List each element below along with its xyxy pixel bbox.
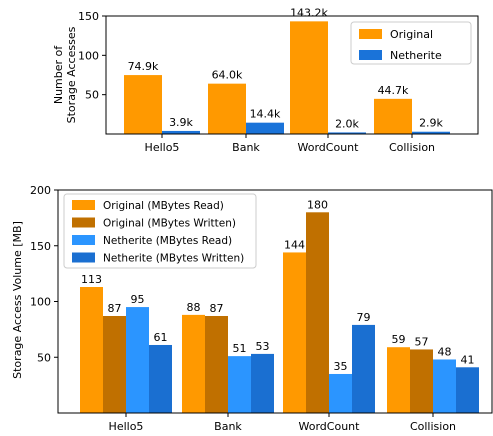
chart2-bar-0-1 <box>182 314 205 413</box>
chart2-ytick-label-0: 50 <box>37 351 51 364</box>
chart1-data-label-1-0: 3.9k <box>169 116 193 129</box>
chart2-bar-3-0 <box>149 344 172 413</box>
chart1-bar-0-2 <box>290 21 328 134</box>
chart2-data-label-3-0: 61 <box>154 331 168 344</box>
chart1-xtick-label-0: Hello5 <box>145 141 180 154</box>
chart2-bar-1-1 <box>205 315 228 413</box>
chart2-data-label-1-0: 87 <box>108 302 122 315</box>
chart1-legend-swatch-1 <box>359 50 382 60</box>
chart1-legend-label-1: Netherite <box>390 49 442 62</box>
chart1-data-label-1-1: 14.4k <box>250 108 281 121</box>
chart2-bar-1-2 <box>306 212 329 413</box>
chart2-bar-0-2 <box>283 252 306 413</box>
chart1-legend-swatch-0 <box>359 29 382 39</box>
chart1-ytick-label-2: 150 <box>78 10 99 23</box>
chart2-bar-2-1 <box>228 356 251 413</box>
chart2-xtick-label-2: WordCount <box>299 420 361 433</box>
chart2-ylabel-line-0: Storage Access Volume [MB] <box>11 221 24 379</box>
chart2-legend-swatch-0 <box>72 200 95 210</box>
chart2-xtick-label-0: Hello5 <box>109 420 144 433</box>
chart1-data-label-0-1: 64.0k <box>212 69 243 82</box>
chart1-axes-frame <box>105 15 479 135</box>
chart2-ytick-label-2: 150 <box>30 240 51 253</box>
chart2-legend-swatch-3 <box>72 252 95 263</box>
chart2-bar-2-0 <box>126 307 149 413</box>
chart1-ytick-label-1: 100 <box>78 49 99 62</box>
chart1-ylabel-line-1: Storage Accesses <box>65 26 78 123</box>
chart1-data-label-1-2: 2.0k <box>335 117 359 130</box>
chart2-data-label-3-3: 41 <box>461 353 475 366</box>
chart2-data-label-2-0: 95 <box>131 293 145 306</box>
chart1-data-label-1-3: 2.9k <box>419 117 443 130</box>
chart2-data-label-3-1: 53 <box>256 340 270 353</box>
chart1-bar-1-2 <box>328 132 366 134</box>
chart1-bar-1-1 <box>246 122 284 134</box>
chart2-xtick-label-1: Bank <box>214 420 242 433</box>
chart1-xtick-label-2: WordCount <box>298 141 360 154</box>
chart1-bar-0-1 <box>208 83 246 134</box>
chart2-data-label-2-2: 35 <box>334 360 348 373</box>
chart1-data-label-0-0: 74.9k <box>128 60 159 73</box>
chart2-data-label-0-0: 113 <box>81 273 102 286</box>
chart1-data-label-0-2: 143.2k <box>290 6 328 19</box>
chart1-data-label-0-3: 44.7k <box>378 84 409 97</box>
chart1-legend-label-0: Original <box>390 28 433 41</box>
chart2-data-label-0-2: 144 <box>284 238 305 251</box>
chart2-ytick-label-3: 200 <box>30 184 51 197</box>
chart1-bar-1-0 <box>162 130 200 134</box>
chart1-ylabel-line-0: Number of <box>52 45 65 104</box>
chart2-legend-label-2: Netherite (MBytes Read) <box>103 235 232 247</box>
chart1-bar-0-0 <box>124 75 162 134</box>
chart2-data-label-1-2: 180 <box>307 198 328 211</box>
chart2-data-label-1-3: 57 <box>415 335 429 348</box>
chart2-data-label-0-1: 88 <box>187 301 201 314</box>
chart1-bar-0-3 <box>374 98 412 134</box>
chart1-xtick-label-1: Bank <box>232 141 260 154</box>
chart2-legend-label-1: Original (MBytes Written) <box>103 218 236 230</box>
chart1-xtick-label-3: Collision <box>389 141 435 154</box>
chart2-bar-1-0 <box>103 315 126 413</box>
chart1-ytick-label-0: 50 <box>85 89 99 102</box>
chart1-bar-1-3 <box>412 131 450 134</box>
chart2-data-label-3-2: 79 <box>357 311 371 324</box>
chart2-legend-swatch-2 <box>72 235 95 245</box>
chart2-data-label-2-3: 48 <box>438 345 452 358</box>
chart2-data-label-1-1: 87 <box>210 302 224 315</box>
chart2-bar-2-2 <box>329 373 352 413</box>
chart2-legend-label-3: Netherite (MBytes Written) <box>103 253 244 265</box>
chart2-legend-swatch-1 <box>72 217 95 228</box>
chart2-bar-2-3 <box>433 359 456 413</box>
chart2-bar-0-3 <box>387 347 410 413</box>
chart2-bar-0-0 <box>80 287 103 413</box>
chart2-bar-1-3 <box>410 349 433 413</box>
chart2-legend-box <box>63 193 257 269</box>
chart2-legend-label-0: Original (MBytes Read) <box>103 200 224 212</box>
chart2-xtick-label-3: Collision <box>410 420 456 433</box>
chart2-bar-3-3 <box>456 367 479 413</box>
chart2-bar-3-1 <box>251 353 274 413</box>
chart2-ytick-label-1: 100 <box>30 296 51 309</box>
chart2-data-label-0-3: 59 <box>392 333 406 346</box>
chart2-bar-3-2 <box>352 324 375 413</box>
chart2-data-label-2-1: 51 <box>233 342 247 355</box>
